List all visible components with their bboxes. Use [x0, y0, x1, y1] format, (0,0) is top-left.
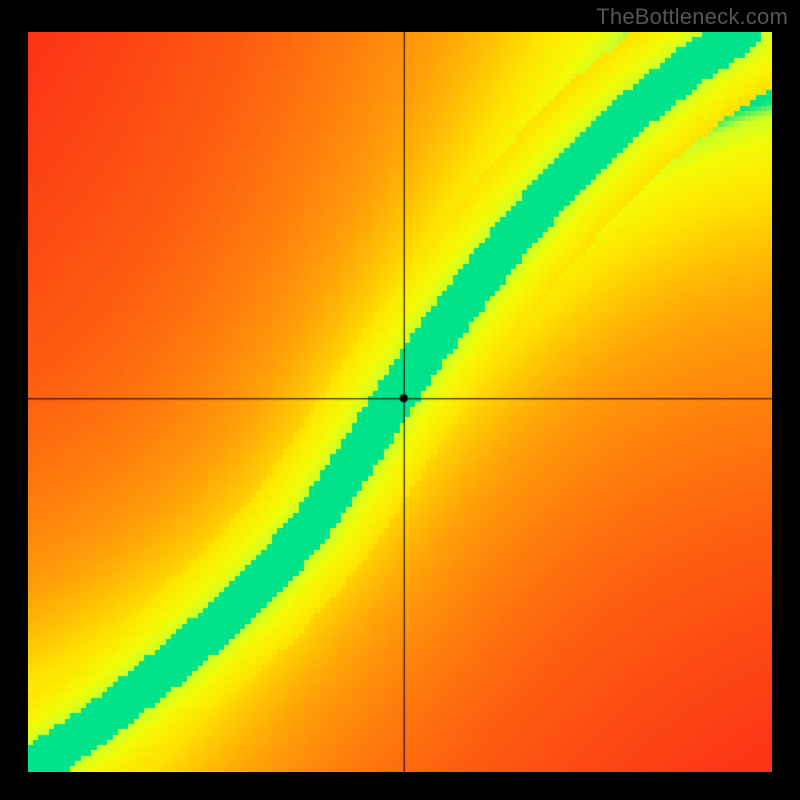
watermark-label: TheBottleneck.com [596, 4, 788, 30]
plot-area [28, 32, 772, 772]
heatmap-canvas [28, 32, 772, 772]
figure-container: TheBottleneck.com [0, 0, 800, 800]
